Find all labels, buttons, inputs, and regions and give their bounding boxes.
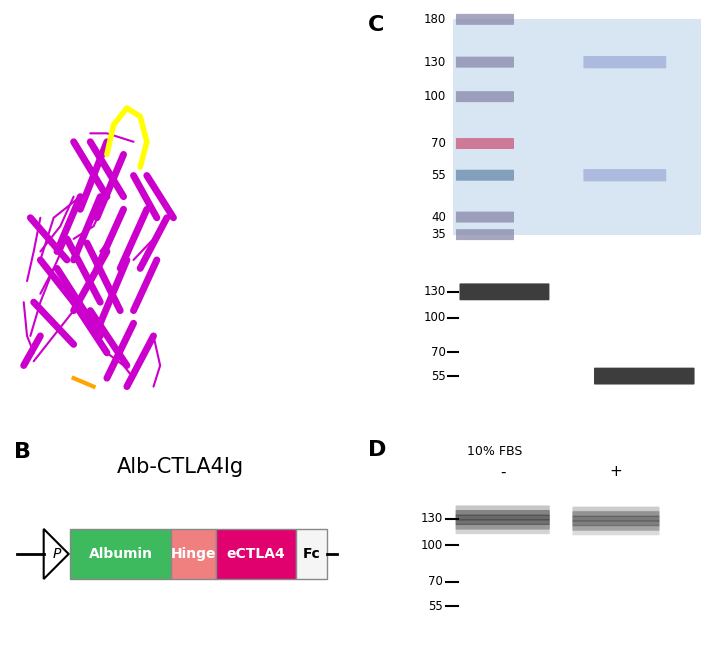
Text: 130: 130 xyxy=(421,512,442,525)
Text: 70: 70 xyxy=(431,137,446,150)
FancyBboxPatch shape xyxy=(456,170,514,181)
Bar xyxy=(70,529,171,579)
FancyBboxPatch shape xyxy=(583,169,666,182)
FancyBboxPatch shape xyxy=(456,515,550,525)
FancyBboxPatch shape xyxy=(456,505,550,516)
FancyBboxPatch shape xyxy=(456,138,514,149)
Text: 55: 55 xyxy=(428,600,442,612)
FancyBboxPatch shape xyxy=(572,525,659,535)
Text: 40: 40 xyxy=(431,210,446,224)
FancyBboxPatch shape xyxy=(456,510,550,521)
Text: 10% FBS: 10% FBS xyxy=(467,445,523,458)
Text: A: A xyxy=(17,15,34,35)
Text: extracellular domain
of CTLA4 (eCTLA4): extracellular domain of CTLA4 (eCTLA4) xyxy=(169,280,298,308)
Text: Alb-CTLA4Ig: Alb-CTLA4Ig xyxy=(117,458,244,478)
Text: 35: 35 xyxy=(431,228,446,241)
Text: 100: 100 xyxy=(424,311,446,324)
FancyBboxPatch shape xyxy=(456,229,514,240)
Text: P: P xyxy=(53,547,61,561)
Text: Hinge: Hinge xyxy=(171,547,216,561)
FancyBboxPatch shape xyxy=(572,507,659,517)
Text: 55: 55 xyxy=(431,370,446,383)
FancyBboxPatch shape xyxy=(456,212,514,222)
Text: 180: 180 xyxy=(424,13,446,26)
FancyBboxPatch shape xyxy=(572,516,659,526)
Text: 100: 100 xyxy=(421,539,442,552)
Text: N-terminus of CTLA4: N-terminus of CTLA4 xyxy=(109,194,238,243)
Text: -: - xyxy=(500,464,506,480)
Bar xyxy=(297,529,326,579)
Text: 100: 100 xyxy=(424,90,446,103)
Text: Albumin: Albumin xyxy=(88,547,152,561)
Text: +: + xyxy=(610,464,622,480)
Polygon shape xyxy=(44,529,69,579)
Bar xyxy=(216,529,297,579)
Text: B: B xyxy=(13,442,30,462)
FancyBboxPatch shape xyxy=(583,56,666,68)
FancyBboxPatch shape xyxy=(456,524,550,534)
Text: C: C xyxy=(368,15,384,35)
FancyBboxPatch shape xyxy=(459,283,549,300)
FancyBboxPatch shape xyxy=(456,91,514,102)
FancyBboxPatch shape xyxy=(572,511,659,522)
Text: 55: 55 xyxy=(431,169,446,182)
FancyBboxPatch shape xyxy=(456,519,550,529)
Text: eCTLA4: eCTLA4 xyxy=(227,547,285,561)
Text: 130: 130 xyxy=(424,285,446,298)
FancyBboxPatch shape xyxy=(456,57,514,68)
Bar xyxy=(453,19,701,234)
Text: 70: 70 xyxy=(428,575,442,588)
Text: Fc: Fc xyxy=(302,547,320,561)
Text: D: D xyxy=(368,440,387,460)
Text: masking domain: masking domain xyxy=(59,72,174,86)
Text: CDR3-like
loop: CDR3-like loop xyxy=(163,149,301,177)
Bar xyxy=(171,529,216,579)
FancyBboxPatch shape xyxy=(572,521,659,531)
Text: 130: 130 xyxy=(424,56,446,68)
FancyBboxPatch shape xyxy=(456,14,514,25)
Text: 70: 70 xyxy=(431,346,446,359)
FancyBboxPatch shape xyxy=(594,368,695,385)
